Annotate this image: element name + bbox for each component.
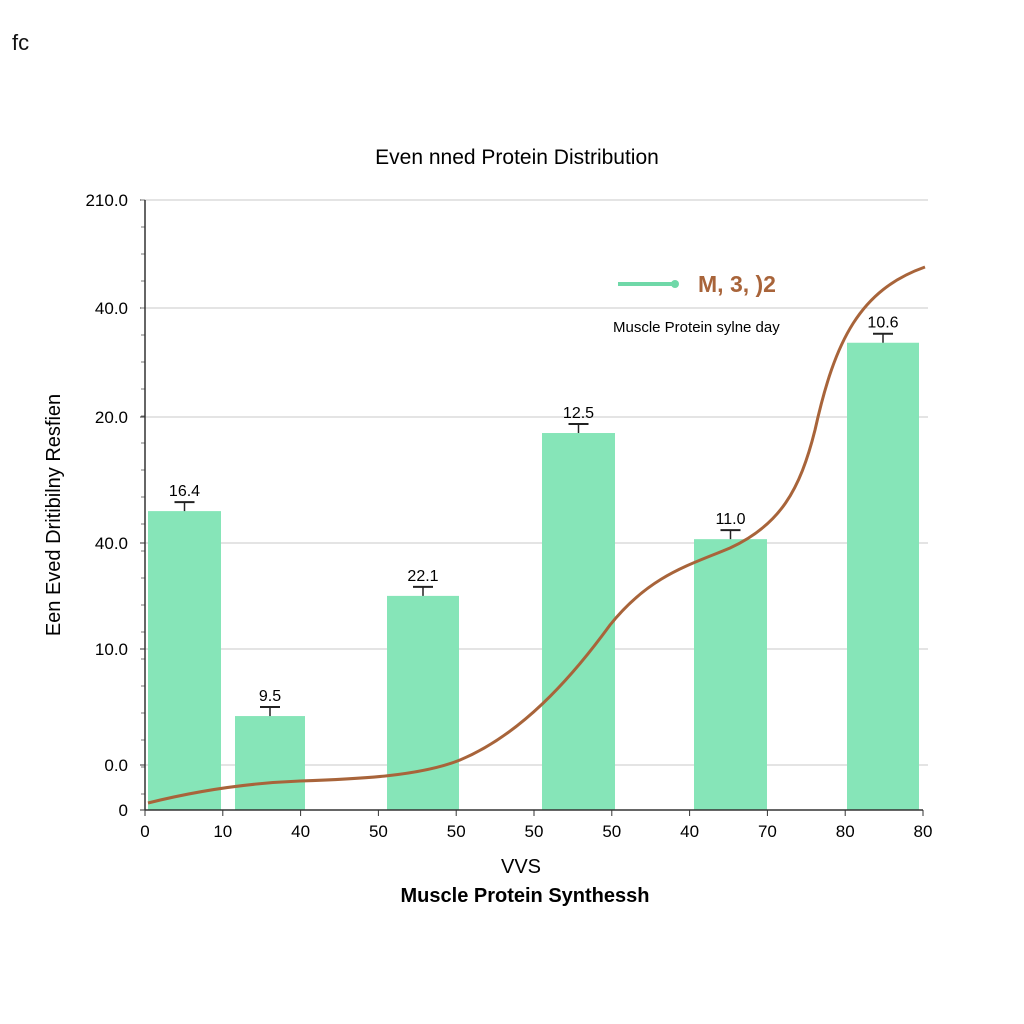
bar-data-label: 10.6 [867,315,898,332]
x-tick-label: 80 [914,822,933,841]
legend-label: M, 3, )2 [698,271,776,297]
x-tick-label: 80 [836,822,855,841]
bar-data-label: 11.0 [716,511,746,528]
x-tick-label: 70 [758,822,777,841]
x-tick-label: 40 [680,822,699,841]
bar-data-label: 9.5 [259,688,281,705]
corner-label: fc [12,30,30,55]
bar [847,342,919,810]
x-axis-label: VVS [501,856,541,878]
y-tick-label: 40.0 [95,534,128,553]
x-tick-label: 50 [602,822,621,841]
bar-data-label: 22.1 [407,568,438,585]
x-tick-label: 50 [369,822,388,841]
y-tick-label: 10.0 [95,640,128,659]
x-tick-label: 0 [140,822,149,841]
y-tick-label: 210.0 [85,191,128,210]
y-tick-label: 0 [119,801,128,820]
y-tick-label: 40.0 [95,299,128,318]
x-tick-label: 50 [447,822,466,841]
chart-title: Even nned Protein Distribution [375,146,659,169]
bar [542,433,615,810]
legend-marker [671,280,679,288]
y-tick-label: 20.0 [95,408,128,427]
y-axis-label: Een Eved Dritibilny Resfien [43,394,65,636]
y-tick-label: 0.0 [104,756,128,775]
legend-caption: Muscle Protein sylne day [613,319,780,336]
bar-data-label: 16.4 [169,483,200,500]
x-tick-label: 10 [213,822,232,841]
x-tick-label: 50 [525,822,544,841]
bar [387,595,459,810]
bar-data-label: 12.5 [563,405,594,422]
bar [235,716,305,810]
bar [148,511,221,810]
bar [694,539,767,810]
x-axis-subtitle: Muscle Protein Synthessh [401,885,650,907]
trend-curve [147,265,926,805]
x-tick-label: 40 [291,822,310,841]
